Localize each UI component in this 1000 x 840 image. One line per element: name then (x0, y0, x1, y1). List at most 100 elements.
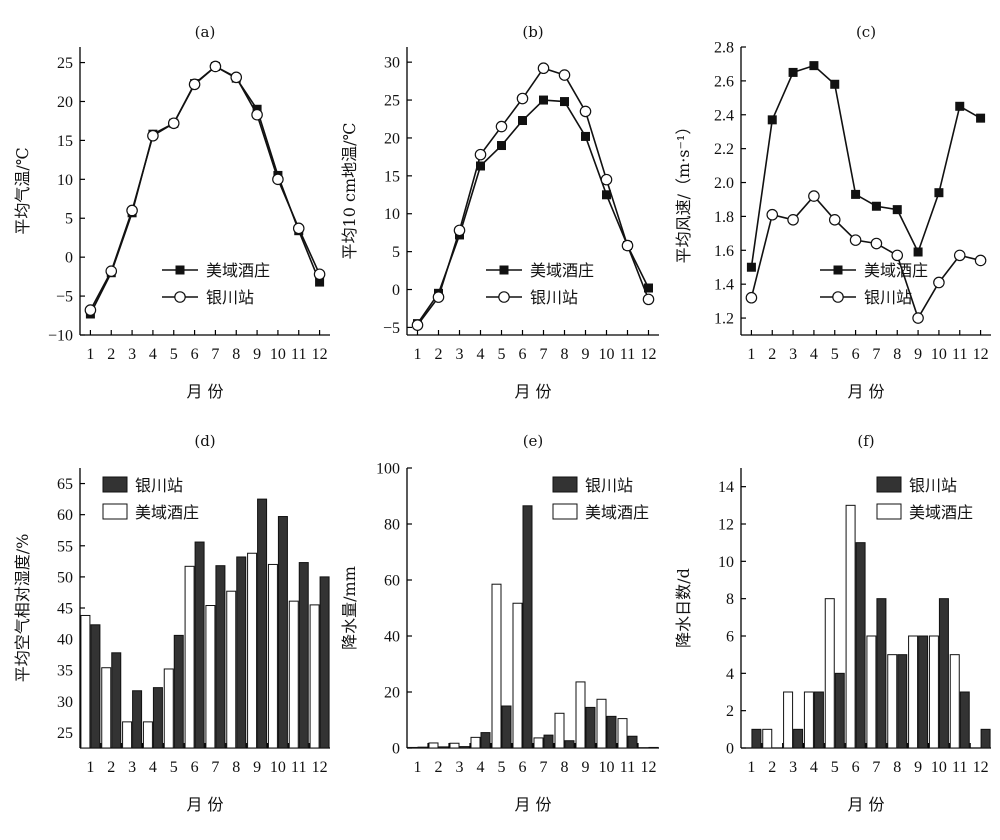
data-point-circle (474, 148, 487, 161)
bar (491, 583, 502, 749)
bar (596, 698, 607, 749)
x-tick-label: 11 (952, 346, 967, 363)
x-tick-label: 8 (561, 346, 569, 363)
y-tick-label: −5 (56, 289, 73, 306)
x-tick-label: 5 (498, 759, 506, 776)
y-tick-label: 20 (384, 685, 400, 702)
y-tick-label: 20 (57, 94, 73, 111)
data-point-circle (953, 249, 966, 262)
y-tick-label: 65 (57, 476, 73, 493)
x-tick-label: 5 (831, 346, 839, 363)
x-tick-label: 12 (312, 759, 328, 776)
y-axis-label: 平均空气相对湿度/% (13, 534, 32, 683)
bar (236, 556, 247, 749)
legend-label: 美域酒庄 (585, 503, 649, 522)
bar (247, 552, 258, 749)
panel-title: (a) (195, 23, 216, 41)
x-tick-label: 7 (872, 346, 880, 363)
bar (142, 721, 153, 749)
bar (813, 691, 824, 749)
bar (407, 746, 418, 749)
bar (459, 746, 470, 749)
y-tick-label: 0 (726, 741, 734, 758)
bar (90, 624, 101, 749)
x-tick-label: 6 (852, 759, 860, 776)
y-tick-label: 30 (57, 694, 73, 711)
series-line (750, 64, 981, 268)
y-tick-label: 80 (384, 517, 400, 534)
y-tick-label: 10 (384, 206, 400, 223)
x-tick-label: 7 (540, 759, 548, 776)
bar (887, 654, 898, 749)
x-tick-label: 6 (852, 346, 860, 363)
x-tick-label: 2 (768, 759, 776, 776)
bar (627, 735, 638, 749)
bar (938, 598, 949, 749)
data-point-square (315, 277, 325, 287)
data-point-circle (579, 105, 592, 118)
y-tick-label: −5 (383, 320, 400, 337)
series-line (89, 65, 321, 315)
data-point-square (871, 201, 881, 211)
bar (277, 516, 288, 749)
x-tick-label: 11 (620, 346, 635, 363)
bar (762, 728, 773, 749)
bar (793, 728, 804, 749)
x-tick-label: 4 (810, 346, 818, 363)
x-tick-label: 12 (641, 346, 657, 363)
bar (824, 598, 835, 749)
bar (845, 504, 856, 749)
data-point-circle (292, 222, 305, 235)
bar (949, 654, 960, 749)
bar (855, 542, 866, 749)
x-tick-label: 3 (456, 759, 464, 776)
bar (194, 541, 205, 749)
y-tick-label: 4 (726, 666, 734, 683)
x-tick-label: 3 (128, 346, 136, 363)
bar (309, 604, 320, 749)
x-tick-label: 6 (191, 759, 199, 776)
panel-title: (d) (194, 432, 215, 450)
y-axis-label: 降水量/mm (340, 566, 359, 650)
y-axis-label: 平均风速/（m·s⁻¹） (674, 119, 693, 264)
x-tick-label: 6 (191, 346, 199, 363)
x-tick-label: 9 (582, 346, 590, 363)
x-axis-label: 月 份 (514, 382, 551, 401)
data-point-square (518, 116, 527, 126)
bar (449, 742, 460, 749)
x-tick-label: 2 (435, 346, 443, 363)
data-point-circle (933, 276, 945, 289)
bar (585, 706, 596, 749)
data-point-square (788, 67, 798, 77)
x-axis-label: 月 份 (847, 795, 884, 814)
legend-marker-square (499, 265, 509, 275)
y-tick-label: 40 (384, 629, 400, 646)
x-tick-label: 8 (893, 759, 901, 776)
data-point-circle (272, 173, 284, 186)
x-tick-label: 12 (641, 759, 657, 776)
legend-label: 银川站 (864, 288, 912, 307)
bar (866, 635, 877, 749)
x-tick-label: 3 (128, 759, 136, 776)
bar (122, 721, 133, 749)
x-tick-label: 11 (620, 759, 635, 776)
y-tick-label: 0 (65, 250, 73, 267)
legend-swatch (876, 476, 902, 493)
x-tick-label: 10 (270, 346, 286, 363)
y-tick-label: 0 (392, 741, 400, 758)
bar (428, 742, 439, 749)
legend-marker-circle (498, 291, 510, 303)
legend-label: 银川站 (585, 476, 633, 495)
data-point-circle (537, 62, 550, 75)
x-tick-label: 1 (747, 759, 755, 776)
bar (298, 562, 309, 749)
data-point-circle (600, 173, 613, 186)
y-tick-label: 5 (392, 244, 400, 261)
legend-swatch (876, 503, 902, 520)
y-tick-label: 1.6 (714, 243, 734, 260)
bar (226, 590, 237, 749)
data-point-square (581, 131, 590, 141)
data-point-square (976, 113, 986, 123)
